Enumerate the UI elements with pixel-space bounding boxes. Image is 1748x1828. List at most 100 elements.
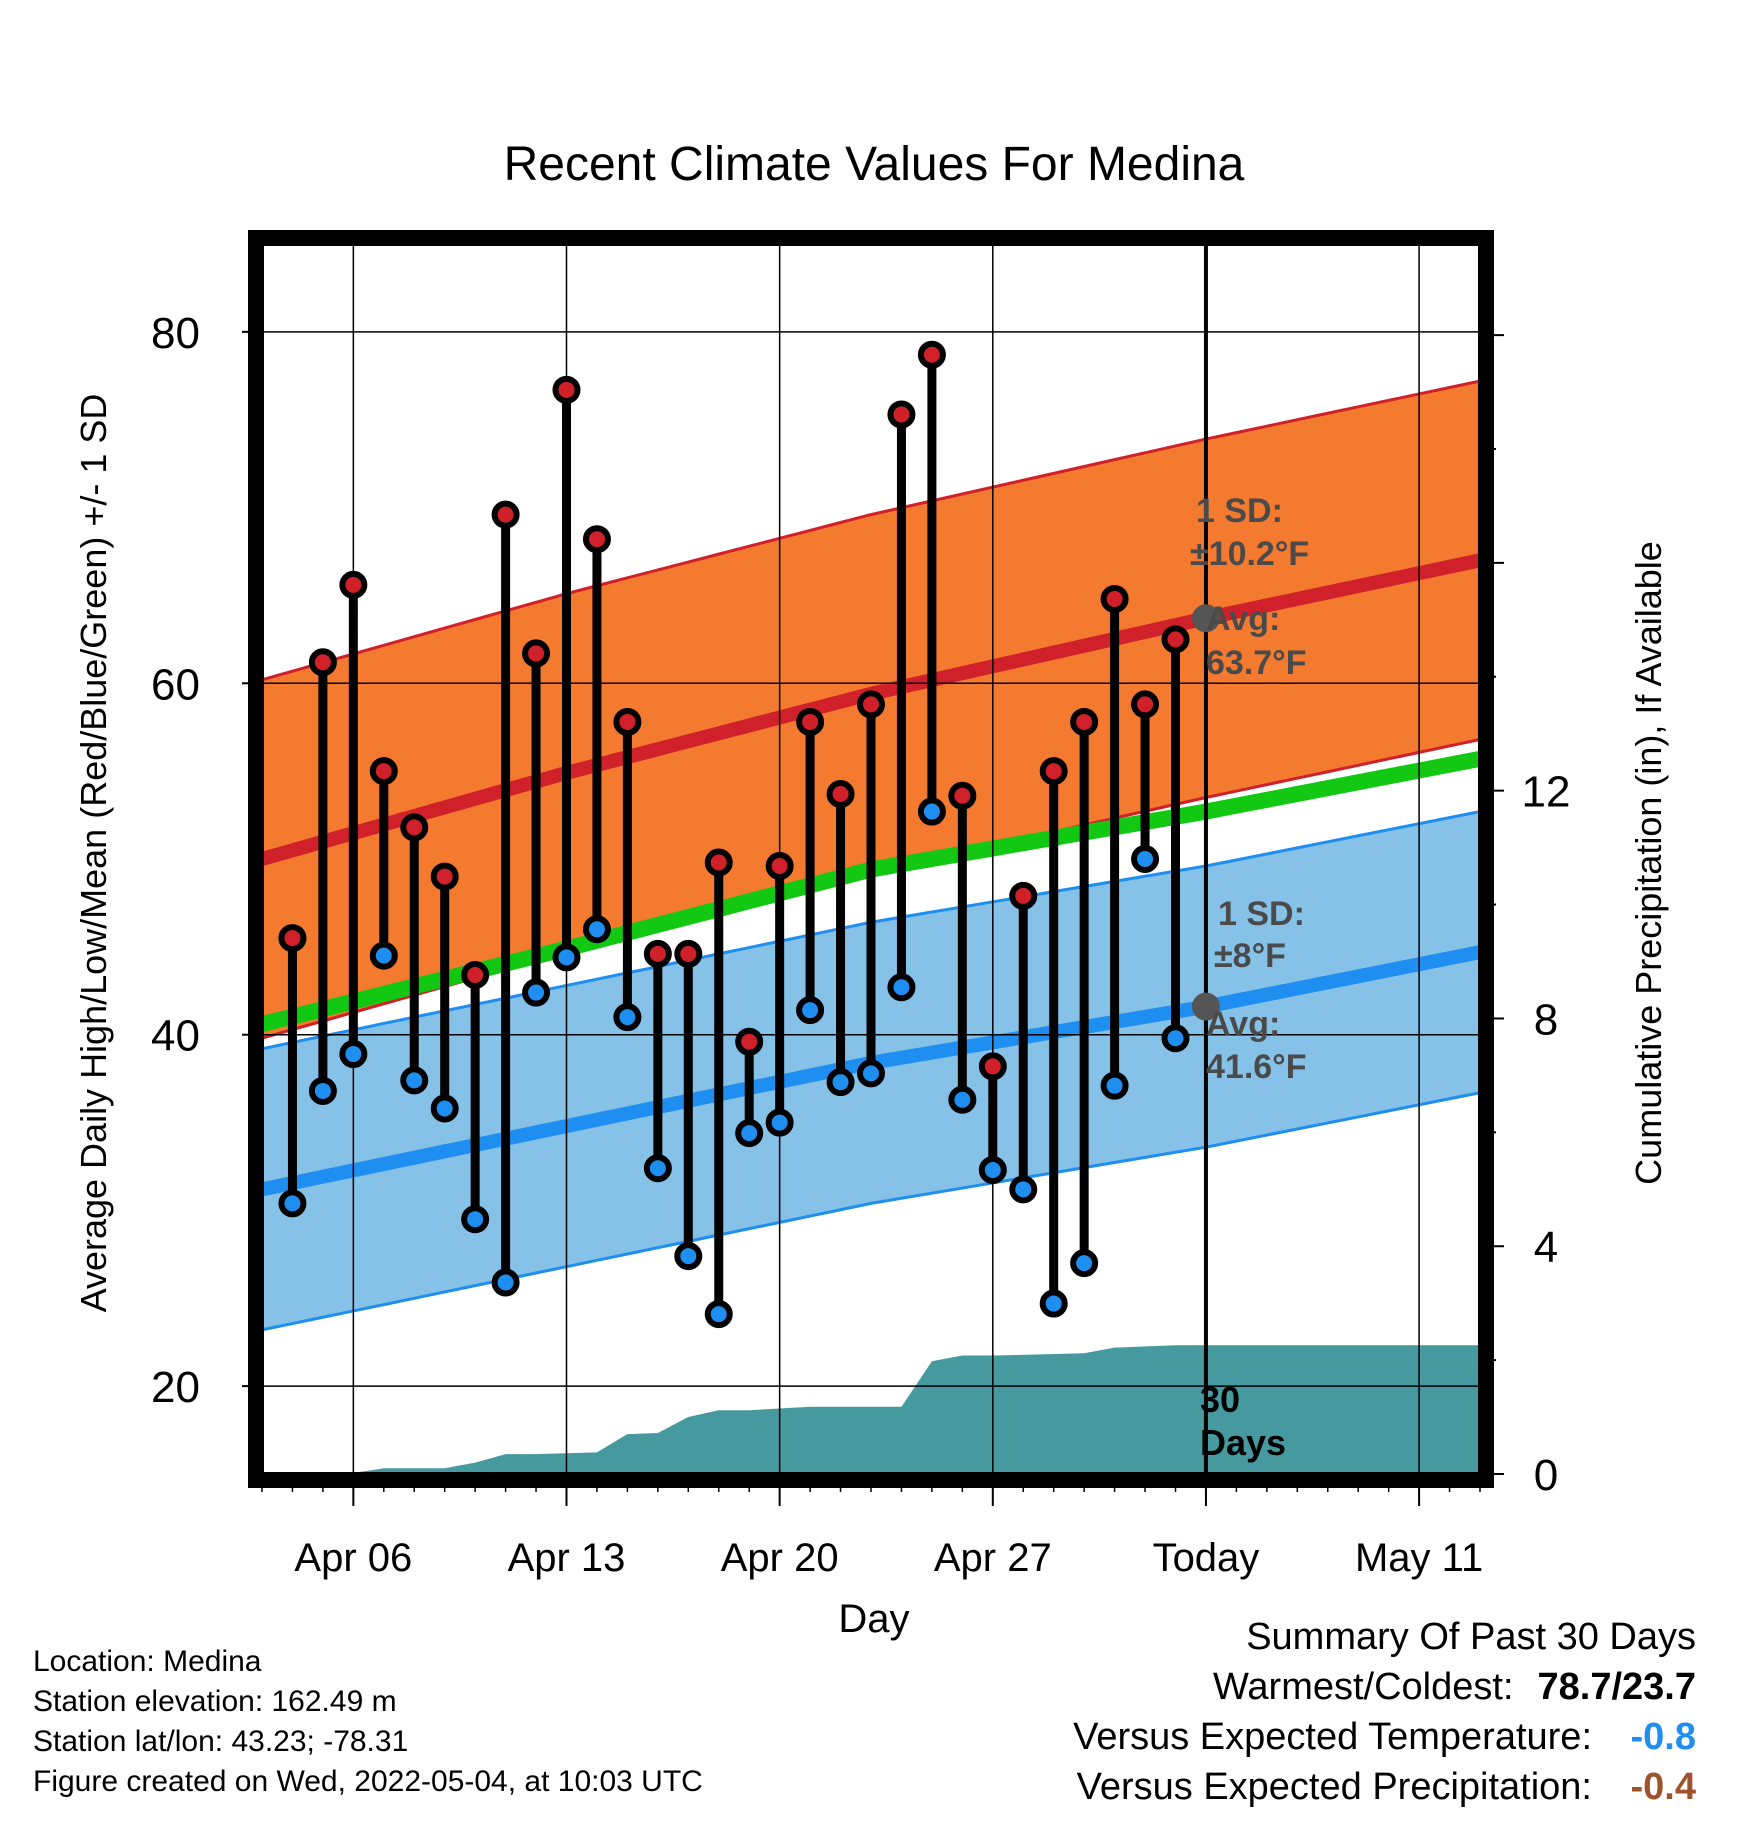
observed-high-point bbox=[400, 813, 429, 842]
observed-low-point bbox=[1161, 1024, 1190, 1053]
observed-high-point bbox=[735, 1027, 764, 1056]
low-sd-value: ±8°F bbox=[1214, 937, 1286, 975]
observed-low-point bbox=[1100, 1071, 1129, 1100]
observed-low-point bbox=[735, 1119, 764, 1148]
observed-low-point bbox=[1131, 845, 1160, 873]
precipitation-departure-value: -0.4 bbox=[1630, 1766, 1696, 1808]
low-sd-label: 1 SD: bbox=[1218, 895, 1305, 933]
location-text: Location: Medina bbox=[33, 1645, 262, 1678]
y-tick-label: 60 bbox=[151, 660, 200, 709]
observed-high-point bbox=[1161, 625, 1190, 654]
observed-high-point bbox=[1131, 690, 1160, 719]
precip-days-count: 30 bbox=[1200, 1379, 1240, 1420]
observed-high-point bbox=[796, 707, 825, 736]
observed-low-point bbox=[582, 915, 611, 944]
observed-high-point bbox=[948, 781, 977, 810]
observed-low-point bbox=[704, 1300, 733, 1329]
low-sd-band-lower-edge bbox=[262, 1091, 1480, 1332]
observed-high-point bbox=[522, 639, 551, 668]
observed-high-point bbox=[278, 924, 307, 953]
precipitation-area bbox=[262, 1345, 1480, 1474]
observed-high-point bbox=[461, 960, 490, 989]
high-sd-label: 1 SD: bbox=[1196, 492, 1283, 530]
high-sd-value: ±10.2°F bbox=[1190, 535, 1309, 573]
x-tick-label: Today bbox=[1153, 1536, 1260, 1580]
summary-temperature: Versus Expected Temperature: -0.8 bbox=[1073, 1712, 1696, 1762]
observed-low-point bbox=[887, 973, 916, 1002]
observed-high-point bbox=[826, 779, 855, 808]
observed-low-point bbox=[369, 941, 398, 970]
observed-low-point bbox=[978, 1156, 1007, 1185]
x-tick-label: Apr 27 bbox=[934, 1536, 1052, 1580]
y-axis-label: Average Daily High/Low/Mean (Red/Blue/Gr… bbox=[73, 394, 114, 1313]
observed-low-point bbox=[857, 1059, 885, 1088]
observed-low-point bbox=[1039, 1289, 1068, 1318]
summary-precipitation: Versus Expected Precipitation: -0.4 bbox=[1073, 1762, 1696, 1812]
observed-high-point bbox=[552, 375, 581, 404]
y2-tick-label: 4 bbox=[1534, 1223, 1558, 1272]
observed-low-point bbox=[948, 1085, 977, 1114]
summary-warmest-coldest: Warmest/Coldest: 78.7/23.7 bbox=[1073, 1662, 1696, 1712]
x-tick-label: Apr 06 bbox=[294, 1536, 412, 1580]
observed-high-point bbox=[613, 707, 642, 736]
observed-low-point bbox=[339, 1040, 368, 1069]
observed-high-point bbox=[582, 525, 611, 554]
observed-high-point bbox=[978, 1052, 1007, 1081]
observed-low-point bbox=[461, 1205, 490, 1234]
observed-low-point bbox=[491, 1268, 520, 1297]
observed-high-point bbox=[1009, 881, 1038, 910]
summary-panel: Summary Of Past 30 Days Warmest/Coldest:… bbox=[1073, 1612, 1696, 1812]
today-low-avg-marker bbox=[1191, 992, 1220, 1021]
observed-low-point bbox=[643, 1154, 672, 1183]
observed-high-point bbox=[430, 862, 459, 891]
x-tick-label: May 11 bbox=[1355, 1536, 1483, 1580]
observed-high-point bbox=[1070, 707, 1099, 736]
warmest-coldest-value: 78.7/23.7 bbox=[1537, 1666, 1696, 1708]
observed-high-point bbox=[369, 757, 398, 786]
observed-high-point bbox=[765, 852, 794, 881]
observed-high-point bbox=[857, 690, 885, 719]
observed-low-point bbox=[1009, 1175, 1038, 1204]
observed-low-point bbox=[826, 1068, 855, 1097]
temperature-departure-value: -0.8 bbox=[1630, 1716, 1696, 1758]
low-avg-label: Avg: bbox=[1206, 1005, 1280, 1043]
observed-high-point bbox=[339, 570, 368, 599]
high-sd-band-upper-edge bbox=[262, 379, 1480, 682]
observed-high-point bbox=[917, 340, 946, 369]
observed-low-point bbox=[400, 1066, 429, 1095]
x-tick-label: Apr 20 bbox=[721, 1536, 839, 1580]
observed-high-point bbox=[308, 648, 337, 677]
summary-heading: Summary Of Past 30 Days bbox=[1246, 1616, 1696, 1658]
observed-high-point bbox=[704, 848, 733, 877]
observed-low-point bbox=[613, 1003, 642, 1032]
high-avg-label: Avg: bbox=[1206, 600, 1280, 638]
low-avg-value: 41.6°F bbox=[1206, 1048, 1307, 1086]
x-tick-label: Apr 13 bbox=[508, 1536, 626, 1580]
y-tick-label: 40 bbox=[151, 1012, 200, 1061]
x-axis-label: Day bbox=[838, 1597, 909, 1641]
observed-low-point bbox=[1070, 1249, 1099, 1278]
observed-high-point bbox=[643, 939, 672, 968]
observed-high-point bbox=[674, 939, 703, 968]
y2-tick-label: 12 bbox=[1522, 768, 1571, 817]
created-text: Figure created on Wed, 2022-05-04, at 10… bbox=[33, 1765, 703, 1798]
observed-low-point bbox=[796, 996, 825, 1025]
elevation-text: Station elevation: 162.49 m bbox=[33, 1685, 397, 1718]
y-tick-label: 80 bbox=[151, 309, 200, 358]
observed-high-point bbox=[491, 500, 520, 529]
observed-high-point bbox=[887, 400, 916, 429]
high-avg-value: 63.7°F bbox=[1206, 644, 1307, 682]
observed-low-point bbox=[278, 1189, 307, 1218]
y2-axis-label: Cumulative Precipitation (in), If Availa… bbox=[1628, 541, 1669, 1185]
observed-low-point bbox=[430, 1094, 459, 1123]
observed-high-point bbox=[1100, 584, 1129, 613]
observed-low-point bbox=[308, 1076, 337, 1105]
observed-low-point bbox=[552, 943, 581, 972]
observed-low-point bbox=[674, 1242, 703, 1271]
observed-low-point bbox=[917, 797, 946, 826]
y2-tick-label: 8 bbox=[1534, 995, 1558, 1044]
latlon-text: Station lat/lon: 43.23; -78.31 bbox=[33, 1725, 409, 1758]
precip-days-label: Days bbox=[1200, 1422, 1286, 1463]
y2-tick-label: 0 bbox=[1534, 1451, 1558, 1500]
